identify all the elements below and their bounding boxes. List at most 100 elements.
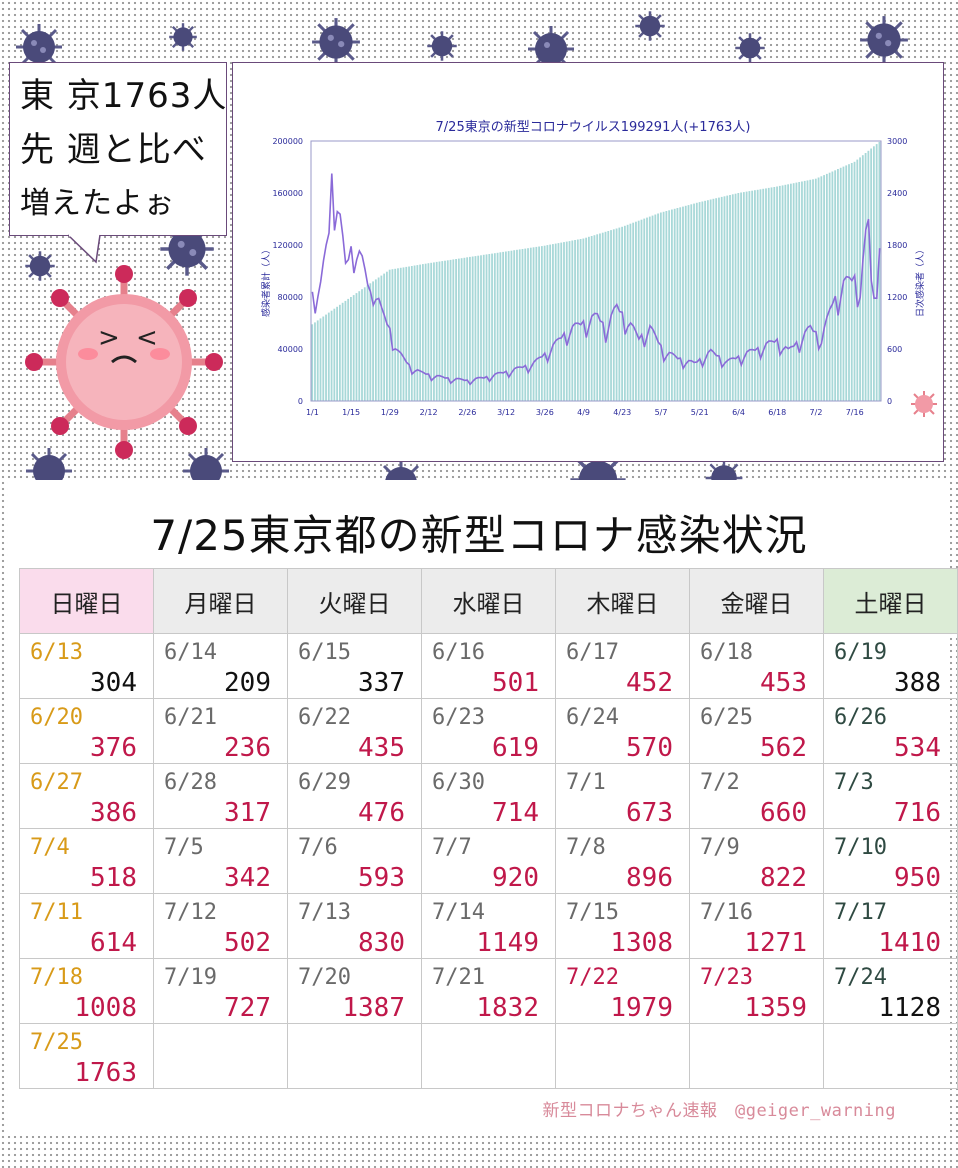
cumulative-bar [718,197,720,401]
cumulative-bar [729,195,731,401]
cumulative-bar [706,200,709,401]
weekday-header: 月曜日 [153,568,288,634]
cumulative-bar [344,300,347,401]
cumulative-bar [355,293,358,401]
cumulative-bar [455,259,457,401]
cumulative-bar [322,316,325,401]
day-cell: 7/13 830 [287,893,422,959]
cumulative-bar [637,220,640,401]
cumulative-bar [480,255,482,401]
cumulative-bar [430,262,433,401]
day-date: 7/13 [298,900,351,925]
day-count: 236 [224,733,271,763]
cumulative-bar [654,214,657,401]
day-count: 435 [358,733,405,763]
cumulative-bar [695,202,698,401]
virus-icon [312,18,360,66]
cumulative-bar [568,241,571,401]
cumulative-bar [338,304,341,401]
cumulative-bar [795,182,798,401]
cumulative-bar [623,225,626,401]
cumulative-bar [806,180,809,401]
day-cell: 7/7 920 [421,828,556,894]
y-axis-label: 感染者累計（人） [260,245,272,317]
day-count: 1271 [744,928,807,958]
cumulative-bar [466,257,469,401]
cumulative-bar [837,169,839,401]
cumulative-bar [859,157,861,401]
cumulative-bar [363,287,366,402]
cumulative-bar [720,196,723,401]
day-cell: 6/17 452 [555,633,690,699]
day-cell: 7/8 896 [555,828,690,894]
svg-text:<: < [136,323,158,353]
weekday-header: 水曜日 [421,568,556,634]
day-count: 386 [90,798,137,828]
cumulative-bar [482,254,485,401]
day-count: 614 [90,928,137,958]
day-date: 7/7 [432,835,472,860]
day-cell: 6/16 501 [421,633,556,699]
cumulative-bar [618,227,621,401]
cumulative-bar [557,243,560,401]
y-tick-label: 200000 [272,137,303,146]
cumulative-bar [474,256,477,401]
table-row: 6/13 304 6/14 209 6/15 337 6/16 501 6/17 452 6/18 4… [19,633,958,699]
day-cell: 7/14 1149 [421,893,556,959]
y-tick-label: 120000 [272,241,303,250]
cumulative-bar [549,244,552,401]
day-date: 7/5 [164,835,204,860]
cumulative-bar [361,289,363,401]
cumulative-bar [386,271,388,401]
day-count: 619 [492,733,539,763]
day-count: 476 [358,798,405,828]
cumulative-bar [759,189,762,401]
x-tick-label: 7/2 [810,408,823,417]
day-date: 7/15 [566,900,619,925]
cumulative-bar [579,239,582,401]
cumulative-bar [712,198,715,401]
day-count: 452 [626,668,673,698]
cumulative-bar [684,205,687,401]
virus-icon [26,448,72,494]
weekday-header: 日曜日 [19,568,154,634]
day-cell: 7/24 1128 [823,958,958,1024]
cumulative-bar [565,241,568,401]
cumulative-bar [444,260,446,401]
cumulative-bar [593,235,596,401]
day-cell: 7/4 518 [19,828,154,894]
cumulative-bar [676,208,679,401]
cumulative-bar [441,261,444,401]
cumulative-bar [543,245,546,401]
day-cell: 7/5 342 [153,828,288,894]
day-cell: 6/27 386 [19,763,154,829]
cumulative-bar [325,314,327,401]
cumulative-bar [726,195,729,401]
cumulative-bar [516,249,518,401]
day-date: 7/22 [566,965,619,990]
day-count: 342 [224,863,271,893]
day-cell: 7/25 1763 [19,1023,154,1089]
cumulative-bar [861,155,864,401]
cumulative-bar [538,246,540,401]
cumulative-bar [704,200,707,401]
cumulative-bar [682,206,684,401]
cumulative-bar [347,298,350,401]
x-tick-label: 5/21 [691,408,709,417]
cumulative-bar [571,240,574,401]
table-row: 7/25 1763 [19,1023,958,1089]
day-date: 6/19 [834,640,887,665]
day-count: 502 [224,928,271,958]
day-cell: 6/28 317 [153,763,288,829]
day-date: 7/16 [700,900,753,925]
cumulative-bar [687,205,690,401]
day-count: 304 [90,668,137,698]
cumulative-bar [449,259,452,401]
day-date: 7/19 [164,965,217,990]
cumulative-bar [878,141,881,401]
day-date: 6/23 [432,705,485,730]
cumulative-bar [751,190,754,401]
day-date: 7/9 [700,835,740,860]
cumulative-bar [723,196,726,402]
day-cell: 6/13 304 [19,633,154,699]
